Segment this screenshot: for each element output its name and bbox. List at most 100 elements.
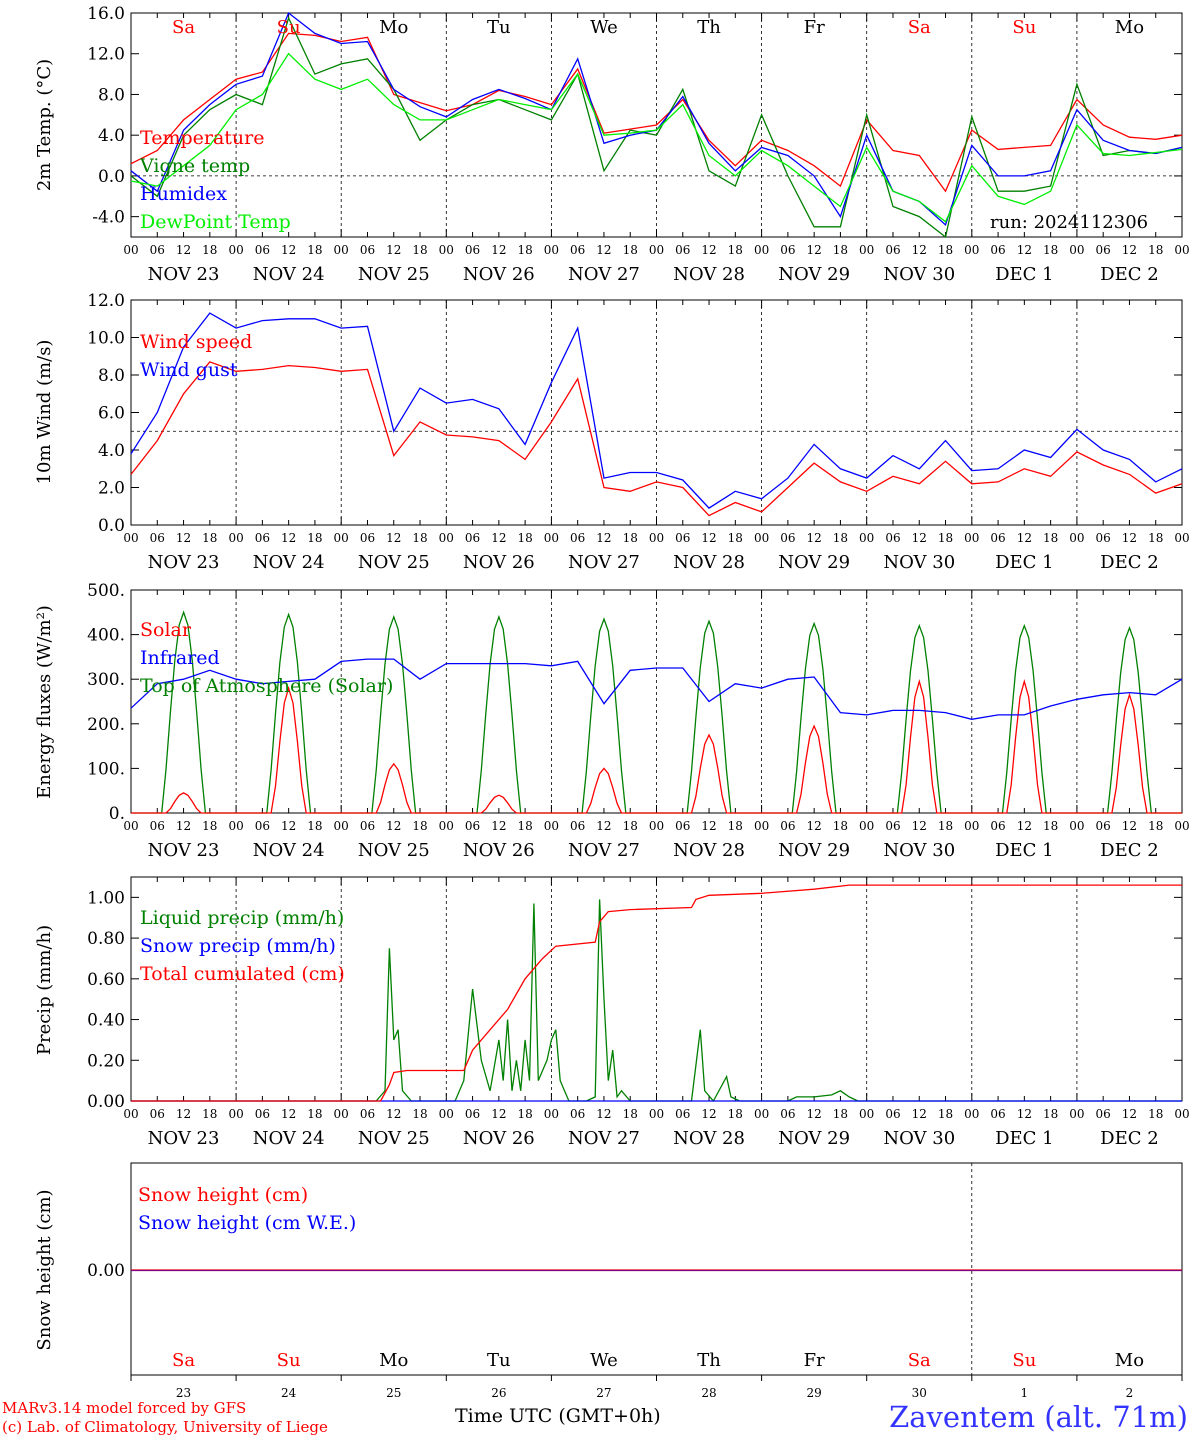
date-label: NOV 26 [463,1128,535,1149]
hour-tick-label: 06 [780,243,795,257]
hour-tick-label: 06 [360,243,375,257]
station-name: Zaventem (alt. 71m) [889,1400,1188,1434]
hour-tick-label: 18 [833,531,848,545]
hour-tick-label: 00 [964,243,979,257]
date-label: NOV 25 [358,840,430,861]
hour-tick-label: 12 [176,243,191,257]
hour-tick-label: 00 [754,1107,769,1121]
date-label: NOV 28 [673,552,745,573]
weekday-label: Tu [487,1350,511,1371]
hour-tick-label: 00 [1174,243,1189,257]
hour-tick-label: 00 [964,531,979,545]
hour-tick-label: 18 [202,819,217,833]
date-label: NOV 26 [463,552,535,573]
date-label: NOV 24 [253,264,325,285]
hour-tick-label: 18 [938,1107,953,1121]
date-label: NOV 23 [148,840,220,861]
day-number-label: 2 [1126,1386,1134,1400]
hour-tick-label: 06 [570,243,585,257]
hour-tick-label: 00 [544,819,559,833]
hour-tick-label: 12 [701,243,716,257]
legend-entry: Snow precip (mm/h) [140,935,336,957]
hour-tick-label: 12 [807,243,822,257]
date-label: NOV 29 [778,552,850,573]
hour-tick-label: 06 [360,531,375,545]
date-label: NOV 27 [568,840,640,861]
hour-tick-label: 18 [202,1107,217,1121]
hour-tick-label: 00 [859,243,874,257]
date-label: NOV 27 [568,264,640,285]
date-label: NOV 28 [673,264,745,285]
hour-tick-label: 00 [1174,819,1189,833]
hour-tick-label: 12 [491,819,506,833]
weekday-label: Mo [379,17,408,38]
y-tick-label: 100. [87,759,125,779]
hour-tick-label: 12 [176,531,191,545]
legend-entry: Top of Atmosphere (Solar) [140,675,393,697]
y-tick-label: 0.20 [87,1051,125,1071]
y-tick-label: 0.80 [87,929,125,949]
hour-tick-label: 12 [176,1107,191,1121]
day-number-label: 29 [807,1386,822,1400]
day-number-label: 24 [281,1386,297,1400]
date-label: NOV 26 [463,840,535,861]
date-label: NOV 24 [253,1128,325,1149]
hour-tick-label: 18 [833,1107,848,1121]
hour-tick-label: 18 [1148,1107,1163,1121]
weekday-label: Sa [908,1350,931,1371]
date-label: DEC 2 [1100,264,1159,285]
hour-tick-label: 18 [307,819,322,833]
hour-tick-label: 12 [596,243,611,257]
hour-tick-label: 00 [544,531,559,545]
hour-tick-label: 00 [1069,243,1084,257]
hour-tick-label: 00 [754,819,769,833]
y-tick-label: 0.40 [87,1011,125,1031]
y-tick-label: 200. [87,715,125,735]
date-label: DEC 1 [995,552,1054,573]
date-label: DEC 2 [1100,552,1159,573]
hour-tick-label: 18 [1043,531,1058,545]
hour-tick-label: 18 [938,819,953,833]
hour-tick-label: 06 [675,531,690,545]
hour-tick-label: 12 [807,531,822,545]
hour-tick-label: 12 [596,819,611,833]
y-tick-label: 10.0 [87,329,125,349]
day-number-label: 25 [386,1386,401,1400]
hour-tick-label: 00 [1174,531,1189,545]
hour-tick-label: 06 [150,531,165,545]
day-number-label: 26 [491,1386,506,1400]
y-tick-label: 16.0 [87,4,125,24]
y-tick-label: 300. [87,670,125,690]
hour-tick-label: 00 [754,531,769,545]
hour-tick-label: 00 [334,243,349,257]
hour-tick-label: 06 [465,819,480,833]
hour-tick-label: 12 [386,243,401,257]
hour-tick-label: 06 [1096,243,1111,257]
hour-tick-label: 00 [334,1107,349,1121]
hour-tick-label: 06 [885,531,900,545]
hour-tick-label: 12 [701,819,716,833]
y-tick-label: 0. [109,804,125,824]
hour-tick-label: 12 [912,1107,927,1121]
hour-tick-label: 00 [649,531,664,545]
hour-tick-label: 00 [228,819,243,833]
weekday-label: Th [697,1350,721,1371]
weekday-label: Fr [804,17,825,38]
y-tick-label: 1.00 [87,888,125,908]
date-label: NOV 28 [673,1128,745,1149]
date-label: NOV 25 [358,264,430,285]
hour-tick-label: 18 [728,819,743,833]
date-label: DEC 1 [995,840,1054,861]
series-line-liquid-precip [131,899,1182,1103]
series-line-vigne-temp [130,16,1183,239]
y-tick-label: 400. [87,626,125,646]
hour-tick-label: 00 [334,819,349,833]
hour-tick-label: 00 [123,1107,138,1121]
y-tick-label: 2.0 [98,479,125,499]
y-tick-label: 0.00 [87,1092,125,1112]
hour-tick-label: 12 [491,531,506,545]
panel-2-frame [130,299,1183,526]
date-label: NOV 29 [778,264,850,285]
weekday-label: We [590,17,618,38]
legend-entry: Temperature [140,127,264,149]
